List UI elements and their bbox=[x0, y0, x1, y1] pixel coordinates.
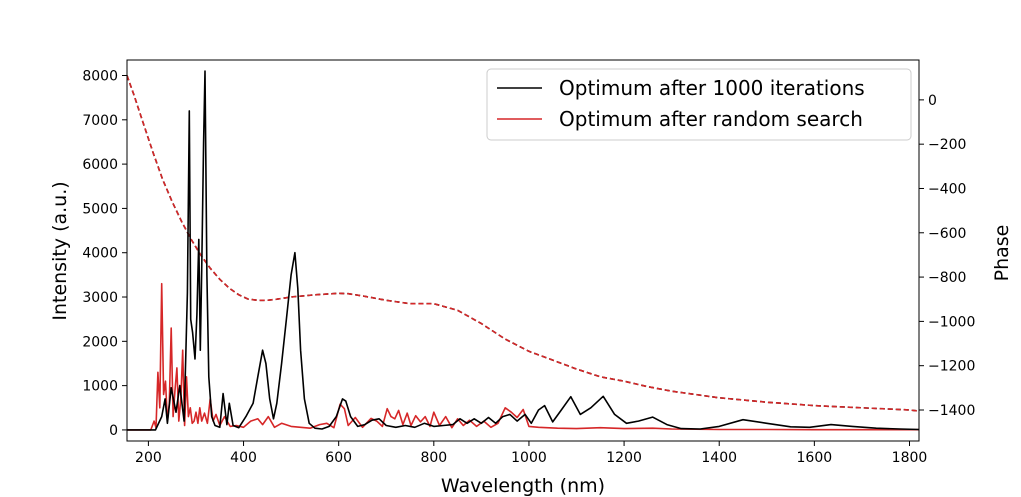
y-tick-label: 7000 bbox=[82, 113, 118, 129]
y2-tick-label: −600 bbox=[928, 226, 966, 242]
x-tick-label: 1200 bbox=[606, 450, 642, 466]
x-tick-label: 400 bbox=[230, 450, 257, 466]
y-axis-label: Intensity (a.u.) bbox=[49, 181, 71, 320]
legend-label-random-search: Optimum after random search bbox=[559, 107, 863, 131]
y-tick-label: 8000 bbox=[82, 69, 118, 85]
y-tick-label: 0 bbox=[109, 423, 118, 439]
y2-tick-label: −400 bbox=[928, 181, 966, 197]
x-tick-label: 1800 bbox=[892, 450, 928, 466]
x-tick-label: 1600 bbox=[797, 450, 833, 466]
y-axis-ticks: 0 1000 2000 3000 4000 5000 6000 7000 8000 bbox=[82, 69, 127, 439]
x-tick-label: 200 bbox=[135, 450, 162, 466]
legend: Optimum after 1000 iterations Optimum af… bbox=[486, 68, 912, 141]
y2-tick-label: −1400 bbox=[928, 403, 975, 419]
legend-label-optimum-1000: Optimum after 1000 iterations bbox=[559, 76, 865, 100]
x-axis-ticks: 200 400 600 800 1000 1200 1400 1600 1800 bbox=[135, 441, 927, 466]
x-axis-label: Wavelength (nm) bbox=[441, 475, 605, 497]
y-tick-label: 5000 bbox=[82, 201, 118, 217]
x-tick-label: 1000 bbox=[511, 450, 547, 466]
y-tick-label: 1000 bbox=[82, 379, 118, 395]
y2-tick-label: −200 bbox=[928, 137, 966, 153]
plot-frame bbox=[126, 59, 920, 442]
y-tick-label: 4000 bbox=[82, 246, 118, 262]
y2-tick-label: −1200 bbox=[928, 359, 975, 375]
series-layer bbox=[127, 70, 919, 431]
y2-tick-label: 0 bbox=[928, 93, 937, 109]
x-tick-label: 1400 bbox=[701, 450, 737, 466]
series-intensity-line-0 bbox=[127, 70, 919, 431]
x-tick-label: 800 bbox=[420, 450, 447, 466]
x-tick-label: 600 bbox=[325, 450, 352, 466]
y-tick-label: 2000 bbox=[82, 334, 118, 350]
y2-axis-ticks: 0 −200 −400 −600 −800 −1000 −1200 −1400 bbox=[919, 93, 975, 419]
y2-tick-label: −800 bbox=[928, 270, 966, 286]
y2-axis-label: Phase bbox=[991, 225, 1013, 282]
y-tick-label: 3000 bbox=[82, 290, 118, 306]
legend-box bbox=[486, 68, 912, 141]
y2-tick-label: −1000 bbox=[928, 314, 975, 330]
y-tick-label: 6000 bbox=[82, 157, 118, 173]
